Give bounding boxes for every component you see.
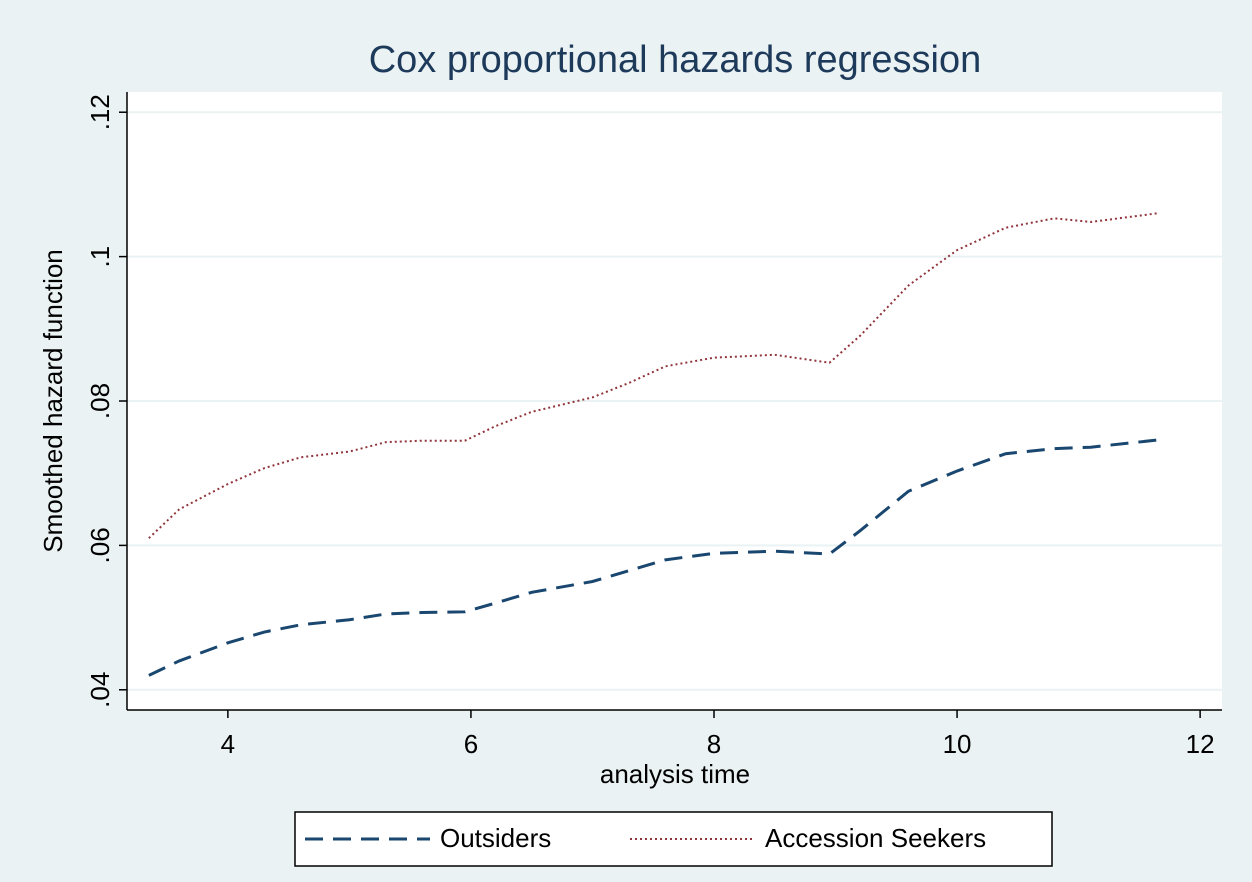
chart-title: Cox proportional hazards regression — [369, 39, 982, 81]
y-tick-label: .12 — [85, 94, 115, 130]
y-tick-label: .08 — [85, 383, 115, 419]
y-axis-label: Smoothed hazard function — [38, 249, 68, 553]
legend-label: Accession Seekers — [765, 823, 986, 853]
x-tick-label: 6 — [464, 729, 478, 759]
y-tick-label: .04 — [85, 672, 115, 708]
x-tick-label: 12 — [1186, 729, 1215, 759]
legend-label: Outsiders — [440, 823, 551, 853]
y-tick-label: .06 — [85, 527, 115, 563]
x-tick-label: 4 — [221, 729, 235, 759]
x-axis-label: analysis time — [600, 759, 750, 789]
y-tick-label: .1 — [85, 246, 115, 268]
series-line — [148, 438, 1158, 677]
series-line — [148, 212, 1158, 539]
x-tick-label: 8 — [707, 729, 721, 759]
x-tick-label: 10 — [943, 729, 972, 759]
